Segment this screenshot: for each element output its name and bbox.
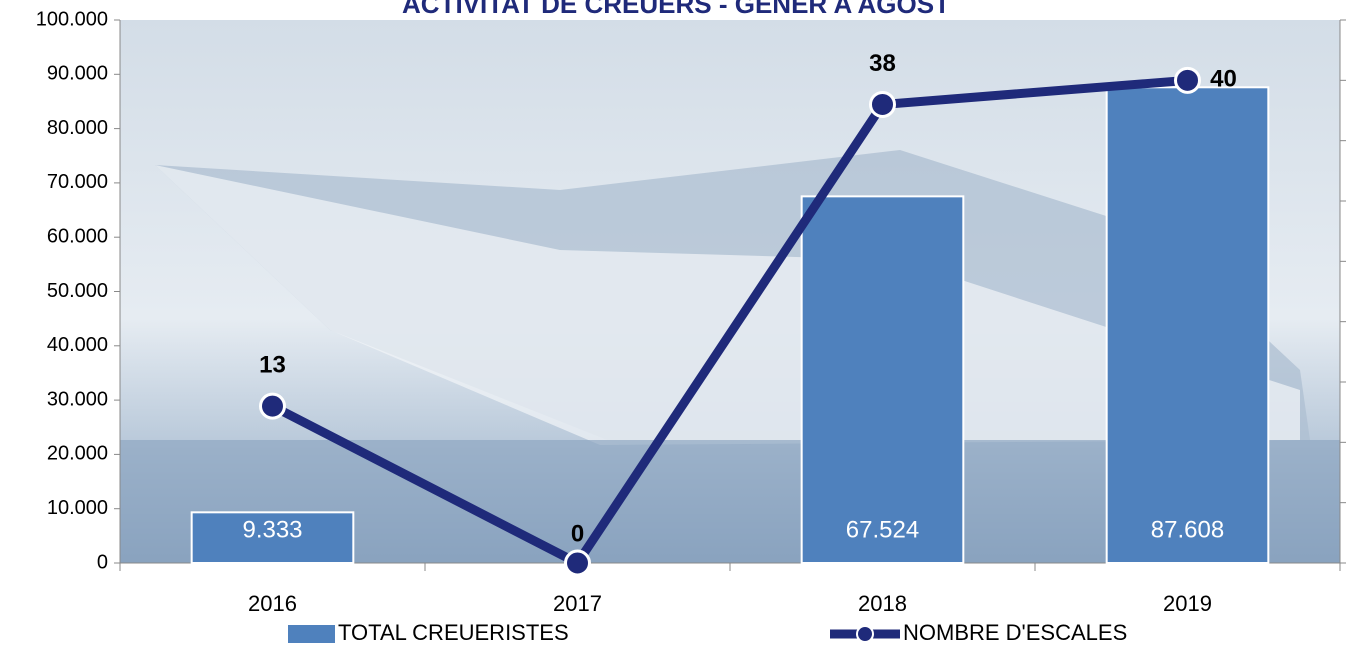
line-value-label: 0 <box>571 520 584 547</box>
legend-swatch <box>288 625 335 643</box>
bar-value-label: 67.524 <box>846 516 919 543</box>
y-tick-label: 60.000 <box>47 225 108 247</box>
x-tick-label: 2019 <box>1163 591 1212 616</box>
y-tick-label: 90.000 <box>47 63 108 85</box>
line-marker <box>261 394 285 418</box>
legend-swatch <box>857 626 873 642</box>
legend-label: TOTAL CREUERISTES <box>338 620 569 645</box>
y-tick-label: 50.000 <box>47 280 108 302</box>
bar <box>1107 87 1269 563</box>
y-tick-label: 100.000 <box>36 8 108 30</box>
line-marker <box>1176 68 1200 92</box>
y-tick-label: 70.000 <box>47 171 108 193</box>
y-tick-label: 40.000 <box>47 334 108 356</box>
legend-label: NOMBRE D'ESCALES <box>903 620 1127 645</box>
y-tick-label: 20.000 <box>47 443 108 465</box>
line-value-label: 38 <box>869 50 896 77</box>
x-tick-label: 2016 <box>248 591 297 616</box>
line-marker <box>871 92 895 116</box>
bar-value-label: 87.608 <box>1151 516 1224 543</box>
line-value-label: 13 <box>259 351 286 378</box>
x-tick-label: 2017 <box>553 591 602 616</box>
y-tick-label: 0 <box>97 551 108 573</box>
y-tick-label: 80.000 <box>47 117 108 139</box>
line-value-label: 40 <box>1210 66 1237 93</box>
chart-title: ACTIVITAT DE CREUERS - GENER A AGOST <box>402 0 950 19</box>
bar-value-label: 9.333 <box>242 516 302 543</box>
y-tick-label: 30.000 <box>47 388 108 410</box>
line-marker <box>566 551 590 575</box>
y-tick-label: 10.000 <box>47 497 108 519</box>
chart: ACTIVITAT DE CREUERS - GENER A AGOST 0 10… <box>0 0 1352 649</box>
bar <box>802 196 964 563</box>
x-tick-label: 2018 <box>858 591 907 616</box>
